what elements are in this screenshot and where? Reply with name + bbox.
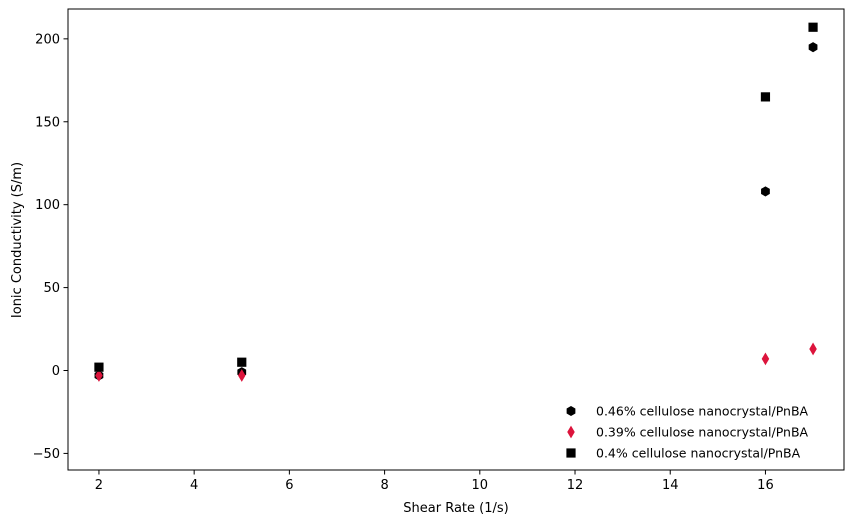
y-axis-ticks: −50 0 50 100 150 200 bbox=[33, 32, 68, 462]
x-tick-label: 8 bbox=[380, 478, 388, 493]
data-point bbox=[808, 42, 818, 53]
data-point bbox=[808, 22, 818, 32]
data-point bbox=[95, 369, 103, 382]
data-points bbox=[94, 22, 818, 382]
legend-label: 0.46% cellulose nanocrystal/PnBA bbox=[596, 404, 809, 419]
y-tick-label: 200 bbox=[35, 32, 60, 47]
x-tick-label: 2 bbox=[95, 478, 103, 493]
data-point bbox=[94, 362, 104, 372]
plot-area: 2 4 6 8 10 12 14 16 −50 0 50 100 150 200 bbox=[33, 8, 845, 493]
y-tick-label: −50 bbox=[33, 447, 60, 462]
x-tick-label: 10 bbox=[472, 478, 489, 493]
data-point bbox=[761, 186, 770, 197]
x-tick-label: 16 bbox=[757, 478, 774, 493]
data-point bbox=[238, 369, 246, 382]
x-tick-label: 4 bbox=[190, 478, 198, 493]
x-tick-label: 6 bbox=[285, 478, 293, 493]
y-tick-label: 150 bbox=[35, 115, 60, 130]
legend-marker bbox=[566, 448, 576, 458]
legend-label: 0.39% cellulose nanocrystal/PnBA bbox=[596, 425, 809, 440]
legend-marker bbox=[566, 405, 576, 417]
data-point bbox=[237, 357, 247, 367]
y-tick-label: 50 bbox=[43, 281, 60, 296]
legend-marker bbox=[567, 425, 575, 439]
data-point bbox=[761, 352, 770, 366]
legend-label: 0.4% cellulose nanocrystal/PnBA bbox=[596, 446, 801, 461]
legend: 0.46% cellulose nanocrystal/PnBA 0.39% ce… bbox=[566, 404, 809, 461]
x-tick-label: 12 bbox=[567, 478, 584, 493]
x-tick-label: 14 bbox=[662, 478, 679, 493]
axes-frame bbox=[67, 8, 845, 471]
y-axis-label: Ionic Conductivity (S/m) bbox=[10, 162, 25, 318]
x-axis-ticks: 2 4 6 8 10 12 14 16 bbox=[95, 470, 774, 493]
y-tick-label: 0 bbox=[52, 364, 60, 379]
y-tick-label: 100 bbox=[35, 198, 60, 213]
x-axis-label: Shear Rate (1/s) bbox=[403, 501, 508, 516]
data-point bbox=[809, 342, 817, 356]
data-point bbox=[760, 92, 771, 102]
